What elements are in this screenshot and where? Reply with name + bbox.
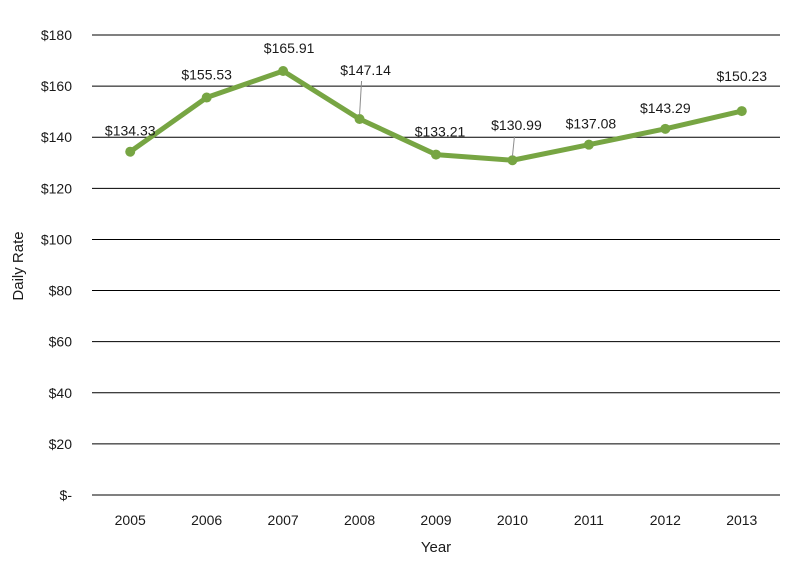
x-axis-ticks: 2005 2006 2007 2008 2009 2010 2011 2012 2013 <box>115 512 758 528</box>
data-point <box>660 123 671 134</box>
data-point <box>583 139 594 150</box>
y-tick-label: $120 <box>41 180 72 196</box>
x-tick-label: 2006 <box>191 512 222 528</box>
label-leader-line <box>511 136 515 157</box>
x-tick-label: 2005 <box>115 512 146 528</box>
y-tick-label: $60 <box>49 334 73 350</box>
x-tick-label: 2007 <box>268 512 299 528</box>
data-label: $155.53 <box>181 67 232 83</box>
x-tick-label: 2010 <box>497 512 528 528</box>
y-tick-label: $20 <box>49 436 73 452</box>
y-axis-title: Daily Rate <box>10 231 27 300</box>
x-tick-label: 2012 <box>650 512 681 528</box>
series-layer <box>125 66 747 166</box>
x-tick-label: 2013 <box>726 512 757 528</box>
data-point <box>278 66 289 77</box>
y-tick-label: $100 <box>41 231 72 247</box>
y-tick-label: $160 <box>41 78 72 94</box>
data-label: $150.23 <box>716 68 767 84</box>
data-label: $130.99 <box>491 117 542 133</box>
label-leader-line <box>359 80 363 116</box>
data-label: $133.21 <box>415 124 466 140</box>
data-label: $137.08 <box>566 116 617 132</box>
y-tick-label: $- <box>60 487 73 503</box>
y-tick-label: $180 <box>41 27 72 43</box>
y-axis-ticks: $- $20 $40 $60 $80 $100 $120 $140 $160 $180 <box>41 27 72 503</box>
y-tick-label: $80 <box>49 283 73 299</box>
x-tick-label: 2008 <box>344 512 375 528</box>
gridlines <box>92 34 780 496</box>
y-tick-label: $40 <box>49 385 73 401</box>
data-point <box>125 146 136 157</box>
data-label: $143.29 <box>640 100 691 116</box>
data-label: $134.33 <box>105 123 156 139</box>
data-point <box>736 106 747 117</box>
y-tick-label: $140 <box>41 129 72 145</box>
data-point <box>201 92 212 103</box>
data-point <box>354 113 365 124</box>
data-label: $147.14 <box>340 62 391 78</box>
x-axis-title: Year <box>421 539 451 556</box>
x-tick-label: 2011 <box>574 512 604 528</box>
data-point <box>431 149 441 160</box>
data-label: $165.91 <box>264 40 315 56</box>
data-point <box>507 155 518 166</box>
data-labels: $134.33 $155.53 $165.91 $147.14 $133.21 $130.… <box>105 40 767 157</box>
x-tick-label: 2009 <box>420 512 451 528</box>
